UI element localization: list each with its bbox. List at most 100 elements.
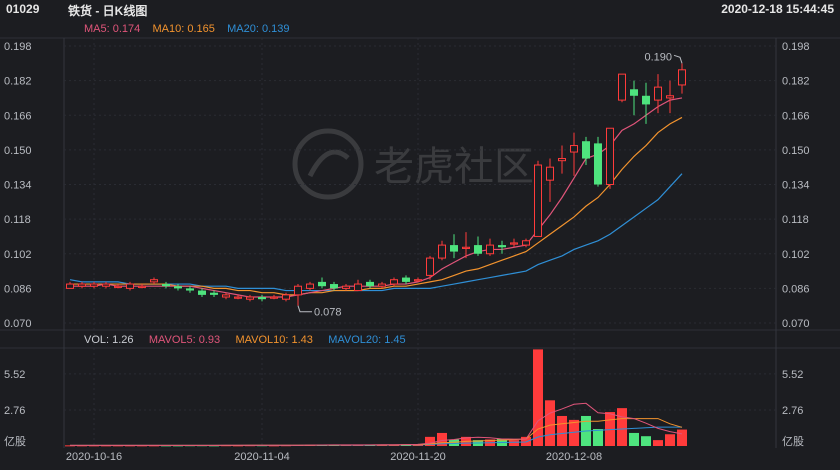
volume-bar (665, 434, 675, 446)
candle (678, 63, 686, 94)
candle-body (90, 283, 98, 287)
watermark-text: 老虎社区 (374, 144, 534, 190)
candle (594, 136, 602, 187)
volume-average-lines (70, 402, 683, 446)
stock-code: 01029 (6, 2, 40, 16)
candle-body (258, 297, 266, 300)
candle (438, 240, 446, 261)
candle (654, 74, 662, 114)
volume-bar (677, 429, 687, 446)
candle-body (390, 279, 398, 285)
candle-body (162, 284, 170, 287)
chart-title: 铁货 - 日K线图 (68, 4, 148, 18)
high-leader-line (673, 54, 683, 64)
moving-average-lines (69, 97, 683, 298)
volume-bar (605, 412, 615, 446)
candle-body (378, 283, 386, 287)
volume-bar (533, 349, 543, 446)
candle-body (486, 244, 494, 255)
grid-lines (0, 37, 840, 448)
y-tick-label-right: 0.182 (782, 76, 810, 88)
vol-tick-label-left: 2.76 (4, 405, 25, 417)
y-tick-label-right: 0.118 (782, 214, 809, 226)
vol-tick-label-right: 5.52 (782, 369, 803, 381)
vol-tick-label-right: 2.76 (782, 405, 803, 417)
volume-bar (449, 439, 459, 446)
candle-body (582, 141, 590, 159)
y-tick-label-right: 0.070 (782, 318, 810, 330)
candle-body (474, 245, 482, 254)
candle (606, 127, 614, 189)
y-tick-label-left: 0.182 (4, 76, 32, 88)
candle (126, 281, 134, 291)
candle (246, 294, 254, 302)
candle-body (606, 127, 614, 185)
candle-body (330, 284, 338, 289)
candle-body (642, 95, 650, 105)
candle-body (222, 294, 230, 298)
y-tick-label-right: 0.166 (782, 110, 810, 122)
candle (486, 238, 494, 256)
ma10-line (70, 116, 683, 296)
volume-bar (641, 436, 651, 446)
candle-body (678, 69, 686, 86)
candle-body (414, 279, 422, 282)
candle-body (666, 95, 674, 99)
candle (618, 73, 626, 103)
candle (210, 290, 218, 298)
ma20-legend: MA20: 0.139 (227, 23, 290, 35)
low-annotation: 0.078 (314, 307, 342, 319)
x-tick-label: 2020-10-16 (66, 451, 122, 463)
candle-body (510, 242, 518, 245)
candle (642, 82, 650, 124)
candle (426, 255, 434, 280)
candle-body (426, 257, 434, 276)
vol-unit-label-right: 亿股 (782, 435, 804, 448)
ma10-legend: MA10: 0.165 (152, 23, 215, 35)
candle (582, 136, 590, 166)
x-tick-label: 2020-12-08 (546, 451, 602, 463)
y-tick-label-left: 0.198 (4, 41, 32, 53)
candle-body (570, 145, 578, 153)
y-tick-label-left: 0.166 (4, 110, 32, 122)
candle-body (138, 285, 146, 288)
candle (270, 294, 278, 300)
top-bar: 01029 铁货 - 日K线图 2020-12-18 15:44:45 (0, 0, 840, 18)
candle (522, 238, 530, 248)
candle (234, 294, 242, 300)
candle-body (306, 283, 314, 289)
volume-bar (509, 440, 519, 446)
candle (150, 277, 158, 285)
candle (510, 238, 518, 248)
candle (102, 281, 110, 289)
y-tick-label-right: 0.102 (782, 249, 810, 261)
volume-bar (425, 436, 435, 446)
candle-body (498, 245, 506, 248)
candle (90, 281, 98, 289)
candle-body (546, 166, 554, 181)
y-tick-label-left: 0.070 (4, 318, 32, 330)
candle (378, 281, 386, 289)
candle-body (354, 283, 362, 292)
candle (318, 277, 326, 289)
candle (78, 281, 86, 289)
candle (570, 132, 578, 176)
ma20-line (69, 173, 683, 292)
candle (342, 284, 350, 291)
x-tick-label: 2020-11-20 (390, 451, 445, 463)
candle (282, 292, 290, 302)
volume-bar (593, 429, 603, 446)
candle (630, 80, 638, 116)
y-tick-label-left: 0.134 (4, 180, 32, 192)
volume-bars (65, 349, 687, 447)
mavol5-legend: MAVOL5: 0.93 (148, 334, 221, 346)
low-leader-line (297, 305, 312, 313)
y-tick-label-right: 0.134 (782, 180, 810, 192)
high-annotation: 0.190 (644, 51, 672, 63)
candle (330, 281, 338, 291)
candle (462, 232, 470, 259)
axis-labels: 0.198 0.198 0.182 0.182 0.166 0.166 0.150 0.150… (4, 41, 810, 463)
candle-body (198, 290, 206, 295)
candle-body (234, 296, 242, 299)
